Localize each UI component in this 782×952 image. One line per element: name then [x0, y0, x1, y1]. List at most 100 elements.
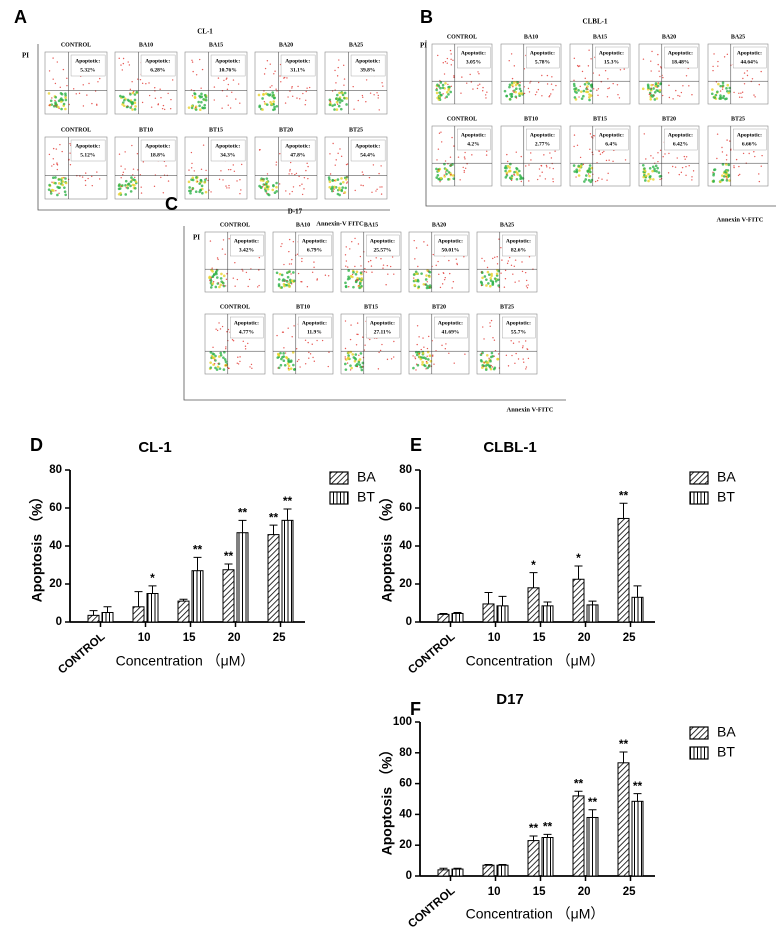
significance: **	[238, 506, 248, 520]
event-dot	[358, 285, 360, 287]
event-dot	[517, 92, 521, 95]
significance: **	[224, 549, 234, 563]
event-dot	[124, 193, 128, 196]
event-dot	[226, 331, 228, 333]
event-dot	[452, 174, 455, 177]
event-dot	[264, 67, 267, 70]
error-bar	[238, 519, 247, 533]
event-dot	[218, 367, 222, 370]
event-dot	[134, 186, 137, 190]
apoptotic-value: 2.77%	[535, 141, 550, 147]
apoptotic-label: Apoptotic:	[668, 50, 693, 56]
event-dot	[738, 165, 740, 168]
event-dot	[510, 53, 513, 55]
event-dot	[758, 173, 760, 175]
event-dot	[285, 356, 289, 360]
event-dot	[346, 362, 349, 364]
event-dot	[288, 250, 290, 253]
event-dot	[423, 241, 425, 243]
event-dot	[48, 104, 50, 107]
event-dot	[68, 103, 70, 106]
note-box	[526, 46, 560, 69]
event-dot	[341, 186, 345, 189]
event-dot	[520, 92, 524, 95]
event-dot	[122, 171, 125, 174]
event-dot	[381, 82, 383, 84]
event-dot	[345, 260, 348, 262]
event-dot	[345, 246, 347, 248]
event-dot	[506, 153, 508, 156]
event-dot	[505, 166, 508, 170]
event-dot	[249, 366, 251, 368]
event-dot	[539, 175, 541, 177]
event-dot	[292, 279, 296, 283]
event-dot	[272, 96, 276, 100]
x-axis-label: Annexin V-FITC	[507, 406, 554, 413]
note-box	[229, 316, 264, 339]
y-tick-label: 20	[399, 578, 412, 590]
event-dot	[328, 98, 332, 102]
event-dot	[575, 91, 578, 94]
event-dot	[446, 57, 449, 60]
event-dot	[444, 171, 447, 173]
error-bar	[283, 508, 292, 521]
x-tick-label: 10	[488, 632, 501, 644]
event-dot	[269, 86, 271, 88]
event-dot	[386, 264, 389, 267]
event-dot	[435, 264, 437, 267]
event-dot	[490, 272, 493, 276]
event-dot	[463, 171, 465, 173]
event-dot	[342, 64, 345, 67]
event-dot	[233, 170, 236, 172]
event-dot	[307, 177, 309, 180]
note-box	[733, 128, 767, 151]
event-dot	[452, 177, 456, 180]
event-dot	[541, 74, 543, 77]
event-dot	[590, 58, 592, 60]
panel-axis	[425, 40, 776, 207]
event-dot	[725, 159, 728, 161]
event-dot	[240, 163, 243, 166]
event-dot	[347, 269, 350, 272]
plot-name: BA10	[296, 222, 310, 228]
event-dot	[603, 150, 605, 153]
apoptotic-value: 15.3%	[604, 59, 619, 65]
apoptotic-value: 3.05%	[466, 59, 481, 65]
event-dot	[212, 346, 214, 349]
event-dot	[391, 256, 394, 258]
event-dot	[576, 144, 579, 146]
event-dot	[56, 168, 59, 171]
bar	[617, 517, 630, 623]
event-dot	[657, 152, 659, 154]
event-dot	[354, 272, 358, 276]
event-dot	[586, 90, 590, 94]
event-dot	[192, 70, 194, 73]
event-dot	[122, 62, 125, 65]
event-dot	[722, 94, 726, 98]
event-dot	[191, 162, 193, 165]
event-dot	[350, 366, 353, 370]
event-dot	[573, 84, 576, 88]
event-dot	[432, 354, 434, 356]
y-axis-label: PI	[420, 42, 427, 50]
event-dot	[82, 105, 85, 107]
event-dot	[453, 76, 455, 79]
event-dot	[459, 179, 461, 181]
event-dot	[289, 170, 291, 172]
event-dot	[546, 83, 549, 85]
event-dot	[222, 274, 226, 278]
error-bar	[484, 592, 493, 604]
event-dot	[198, 182, 202, 185]
event-dot	[439, 176, 443, 180]
event-dot	[266, 187, 270, 191]
apoptotic-label: Apoptotic:	[461, 132, 486, 138]
event-dot	[652, 157, 654, 159]
bar	[437, 869, 450, 877]
note-box	[298, 234, 332, 257]
event-dot	[365, 271, 368, 273]
event-dot	[263, 73, 266, 75]
event-dot	[212, 281, 215, 283]
error-bar	[148, 585, 157, 594]
significance: **	[588, 795, 598, 809]
event-dot	[200, 100, 203, 104]
